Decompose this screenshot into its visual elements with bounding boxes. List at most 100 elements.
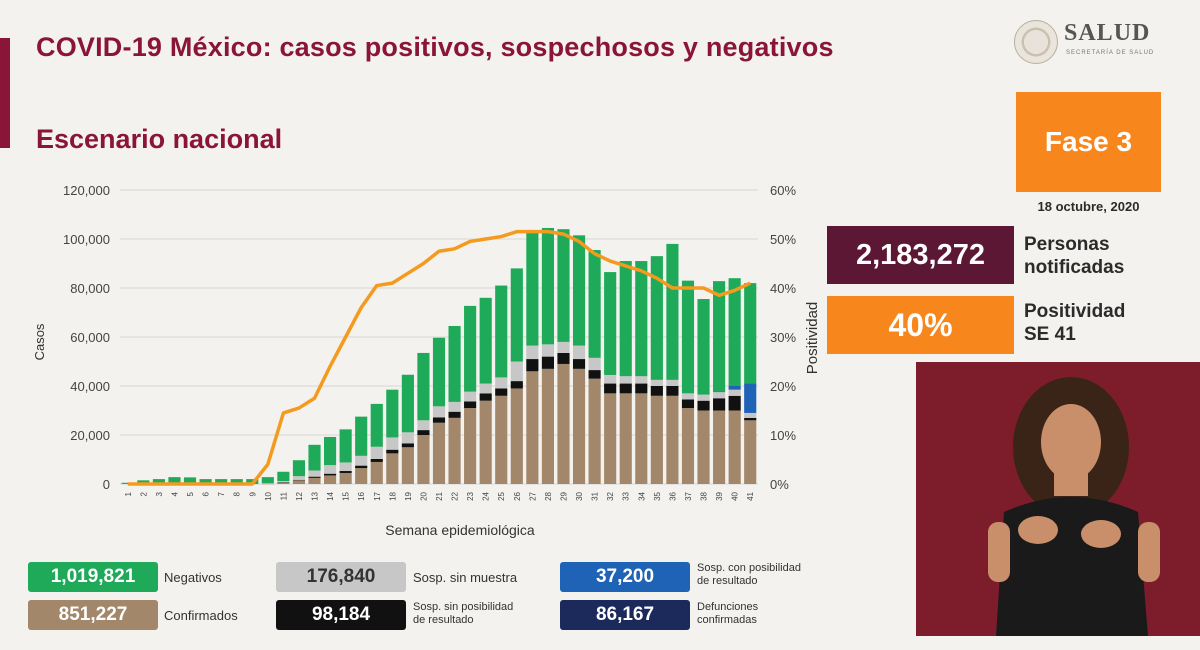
x-tick-label: 23 — [466, 491, 475, 500]
bar-negativos — [650, 256, 663, 380]
bar-sosp-sin-posibilidad-de-resultado — [713, 398, 726, 411]
x-tick-label: 33 — [622, 491, 631, 500]
x-tick-label: 35 — [653, 491, 662, 500]
bar-confirmados — [619, 393, 632, 484]
bar-negativos — [713, 281, 726, 392]
x-tick-label: 14 — [326, 491, 335, 500]
x-tick-label: 6 — [202, 491, 211, 496]
bar-sosp-sin-muestra — [355, 455, 368, 466]
bar-sosp-sin-muestra — [495, 377, 508, 389]
bar-negativos — [386, 389, 399, 438]
bar-sosp-sin-posibilidad-de-resultado — [619, 383, 632, 394]
bar-sosp-sin-posibilidad-de-resultado — [386, 449, 399, 454]
y2-tick-label: 40% — [770, 281, 796, 296]
positivity-label-line2: SE 41 — [1024, 324, 1076, 345]
positivity-value: 40% — [827, 296, 1014, 354]
bar-sosp-sin-muestra — [713, 392, 726, 399]
bar-confirmados — [635, 393, 648, 484]
bar-negativos — [308, 444, 321, 471]
stacked-bar-chart: 0 20,000 40,000 60,000 80,000 100,000 120,000 0… — [0, 170, 830, 550]
bar-negativos — [292, 460, 306, 477]
bar-negativos — [168, 477, 181, 484]
x-tick-label: 18 — [388, 491, 397, 500]
bar-sosp-sin-posibilidad-de-resultado — [417, 430, 430, 435]
y2-tick-label: 20% — [770, 379, 796, 394]
bar-confirmados — [744, 420, 757, 484]
positivity-line — [127, 229, 751, 486]
x-tick-label: 16 — [357, 491, 366, 500]
bar-sosp-sin-posibilidad-de-resultado — [495, 388, 508, 396]
bar-negativos — [432, 337, 446, 407]
legend-sosp-sin-posibilidad-line2: de resultado — [413, 614, 474, 626]
bar-sosp-sin-muestra — [572, 345, 586, 360]
bar-sosp-sin-posibilidad-de-resultado — [588, 370, 601, 379]
logo-subtitle: SECRETARÍA DE SALUD — [1066, 50, 1155, 56]
bar-sosp-sin-posibilidad-de-resultado — [464, 401, 477, 409]
bar-sosp-sin-muestra — [432, 406, 446, 418]
x-tick-label: 2 — [139, 491, 148, 496]
bar-sosp-sin-muestra — [339, 462, 352, 472]
logo-name: SALUD — [1064, 20, 1151, 46]
legend-defunciones-value: 86,167 — [560, 600, 690, 630]
legend-sosp-con-posibilidad-line2: de resultado — [697, 575, 758, 587]
y2-tick-label: 10% — [770, 428, 796, 443]
persons-label-line2: notificadas — [1024, 257, 1125, 278]
bar-sosp-sin-posibilidad-de-resultado — [697, 400, 710, 411]
x-tick-label: 31 — [591, 491, 600, 500]
legend-defunciones-label: Defunciones confirmadas — [697, 601, 758, 627]
positivity-label: Positividad SE 41 — [1024, 300, 1125, 346]
bar-negativos — [666, 243, 679, 380]
bar-sosp-sin-muestra — [308, 470, 321, 477]
x-tick-label: 3 — [155, 491, 164, 496]
accent-bar — [0, 38, 10, 148]
bar-sosp-sin-posibilidad-de-resultado — [572, 359, 586, 369]
axis-layer: 0 20,000 40,000 60,000 80,000 100,000 120,000 0… — [63, 183, 796, 501]
x-tick-label: 20 — [419, 491, 428, 500]
bar-sosp-sin-muestra — [401, 432, 414, 444]
bar-confirmados — [650, 395, 663, 484]
bar-confirmados — [386, 453, 399, 484]
bar-sosp-sin-muestra — [261, 483, 274, 484]
bar-sosp-sin-posibilidad-de-resultado — [557, 352, 570, 364]
bar-negativos — [183, 477, 197, 484]
bar-negativos — [588, 250, 601, 358]
legend-defunciones-line1: Defunciones — [697, 601, 759, 613]
bar-negativos — [137, 480, 150, 484]
bar-sosp-sin-posibilidad-de-resultado — [510, 381, 523, 389]
bar-confirmados — [432, 422, 446, 484]
bar-negativos — [479, 297, 492, 384]
bar-sosp-sin-muestra — [619, 376, 632, 384]
bar-confirmados — [479, 400, 492, 484]
persons-label-line1: Personas — [1024, 234, 1110, 255]
legend-negativos-value: 1,019,821 — [28, 562, 158, 592]
x-tick-label: 32 — [606, 491, 615, 500]
bar-sosp-sin-posibilidad-de-resultado — [541, 356, 554, 369]
x-tick-label: 7 — [217, 491, 226, 496]
bar-sosp-sin-posibilidad-de-resultado — [292, 479, 306, 481]
bar-sosp-sin-muestra — [277, 481, 290, 483]
bar-sosp-sin-posibilidad-de-resultado — [448, 411, 461, 418]
positivity-label-line1: Positividad — [1024, 301, 1126, 322]
bar-sosp-sin-muestra — [386, 437, 399, 450]
bar-confirmados — [401, 447, 414, 484]
salud-logo: SALUD SECRETARÍA DE SALUD — [1014, 18, 1164, 64]
bar-negativos — [604, 272, 617, 375]
bar-sosp-sin-muestra — [744, 412, 757, 418]
x-tick-label: 26 — [513, 491, 522, 500]
bar-sosp-sin-muestra — [510, 361, 523, 382]
persons-notified-label: Personas notificadas — [1024, 233, 1124, 279]
phase-badge: Fase 3 — [1016, 92, 1161, 192]
bar-sosp-sin-muestra — [588, 357, 601, 371]
bar-confirmados — [713, 410, 726, 484]
x-tick-label: 37 — [684, 491, 693, 500]
bar-sosp-sin-posibilidad-de-resultado — [604, 383, 617, 394]
y2-tick-label: 0% — [770, 477, 789, 492]
y-tick-label: 0 — [103, 477, 110, 492]
bar-sosp-sin-posibilidad-de-resultado — [370, 459, 383, 462]
bar-confirmados — [277, 482, 290, 484]
bar-confirmados — [526, 371, 539, 484]
x-tick-label: 30 — [575, 491, 584, 500]
bar-confirmados — [324, 475, 337, 484]
legend-negativos-label: Negativos — [164, 570, 222, 585]
bar-negativos — [557, 229, 570, 342]
